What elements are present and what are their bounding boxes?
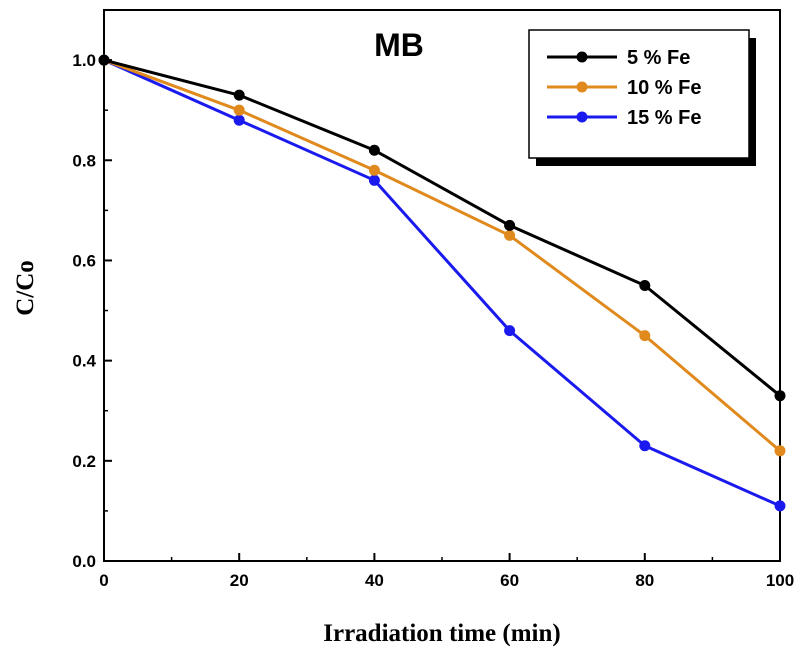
- x-tick-label: 60: [500, 571, 519, 590]
- data-point: [368, 144, 380, 156]
- series-line: [103, 58, 781, 452]
- y-tick-label: 1.0: [72, 51, 96, 70]
- chart-annotation: MB: [374, 27, 424, 63]
- series-line: [103, 58, 781, 397]
- data-point: [368, 174, 380, 186]
- legend-marker: [576, 81, 588, 93]
- y-tick-label: 0.2: [72, 452, 96, 471]
- x-tick-label: 40: [365, 571, 384, 590]
- data-point: [504, 229, 516, 241]
- series-1: [98, 54, 786, 402]
- data-point: [504, 219, 516, 231]
- y-axis: 0.0 0.2 0.4 0.6 0.8 1.0: [72, 9, 112, 571]
- data-point: [504, 325, 516, 337]
- data-point: [774, 445, 786, 457]
- data-point: [639, 330, 651, 342]
- data-point: [639, 280, 651, 291]
- data-point: [639, 440, 651, 452]
- x-tick-label: 20: [230, 571, 249, 590]
- y-tick-label: 0.6: [72, 251, 96, 270]
- legend-label: 5 % Fe: [627, 47, 690, 69]
- legend-label: 10 % Fe: [627, 77, 701, 99]
- data-point: [368, 164, 380, 176]
- x-tick-label: 100: [766, 571, 794, 590]
- legend: 5 % Fe 10 % Fe 15 % Fe: [528, 29, 756, 166]
- x-axis-title: Irradiation time (min): [323, 620, 560, 647]
- legend-box: [528, 29, 750, 159]
- x-tick-label: 0: [99, 571, 108, 590]
- data-point: [774, 390, 786, 402]
- series-layer: [98, 54, 786, 512]
- data-point: [233, 89, 245, 101]
- legend-label: 15 % Fe: [627, 107, 701, 129]
- data-point: [233, 104, 245, 116]
- x-axis: 0 20 40 60 80 100: [99, 553, 794, 590]
- data-point: [233, 114, 245, 126]
- y-tick-label: 0.0: [72, 552, 96, 571]
- legend-marker: [576, 51, 588, 63]
- y-tick-label: 0.8: [72, 151, 96, 170]
- y-axis-title: C/Co: [12, 260, 39, 316]
- series-line: [103, 58, 781, 508]
- x-tick-label: 80: [635, 571, 654, 590]
- data-point: [774, 500, 786, 512]
- legend-marker: [576, 111, 588, 123]
- data-point: [98, 54, 110, 66]
- y-tick-label: 0.4: [72, 352, 96, 371]
